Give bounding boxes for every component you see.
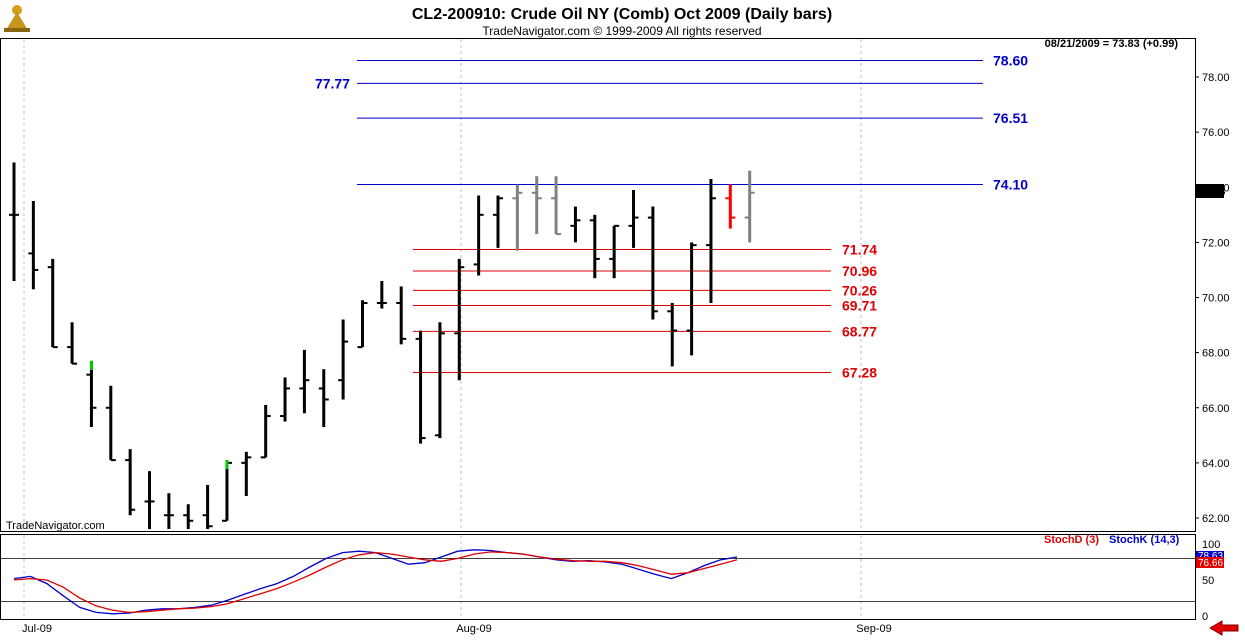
legend-stochd: StochD (3) bbox=[1044, 534, 1099, 546]
ohlc-bar bbox=[280, 377, 291, 422]
ohlc-bar bbox=[647, 206, 658, 320]
ohlc-bar bbox=[473, 195, 484, 276]
stochk-last-box bbox=[1196, 551, 1224, 560]
x-tick-label: Jul-09 bbox=[22, 623, 52, 635]
ohlc-bar bbox=[454, 258, 465, 381]
ohlc-bar bbox=[589, 214, 600, 279]
ohlc-bar bbox=[28, 201, 39, 290]
ohlc-bar bbox=[47, 258, 58, 349]
stoch-y-tick-label: 0 bbox=[1202, 611, 1208, 623]
red-level-label: 71.74 bbox=[842, 242, 877, 258]
red-level-label: 68.77 bbox=[842, 323, 877, 339]
copyright-text: TradeNavigator.com © 1999-2009 All right… bbox=[482, 24, 761, 38]
price-panel bbox=[0, 38, 1196, 532]
ohlc-bar bbox=[125, 449, 136, 516]
ohlc-bar bbox=[434, 322, 445, 439]
ohlc-bar bbox=[183, 504, 194, 530]
red-level-label: 69.71 bbox=[842, 297, 877, 313]
watermark-text: TradeNavigator.com bbox=[6, 520, 105, 532]
red-level-label: 70.96 bbox=[842, 263, 877, 279]
back-arrow-icon[interactable] bbox=[1206, 620, 1242, 636]
ohlc-bar bbox=[376, 280, 387, 309]
ohlc-bar bbox=[725, 184, 736, 229]
y-tick-label: 64.00 bbox=[1202, 458, 1230, 470]
ohlc-bar bbox=[163, 493, 174, 530]
ohlc-bar bbox=[202, 484, 213, 530]
ohlc-bar bbox=[318, 369, 329, 428]
ohlc-bar bbox=[512, 184, 523, 251]
ohlc-bar bbox=[299, 349, 310, 414]
stoch-y-tick-label: 100 bbox=[1202, 539, 1220, 551]
red-level-label: 67.28 bbox=[842, 364, 877, 380]
ohlc-bar bbox=[357, 300, 368, 349]
blue-level-label: 78.60 bbox=[993, 52, 1028, 68]
ohlc-bar bbox=[551, 176, 562, 236]
x-tick-label: Aug-09 bbox=[456, 623, 491, 635]
tradenavigator-logo-icon bbox=[4, 5, 30, 32]
ohlc-bar bbox=[396, 286, 407, 345]
blue-level-label: 74.10 bbox=[993, 176, 1028, 192]
y-tick-label: 78.00 bbox=[1202, 72, 1230, 84]
ohlc-bar bbox=[705, 178, 716, 304]
y-tick-label: 62.00 bbox=[1202, 513, 1230, 525]
stochd-last-box bbox=[1196, 557, 1224, 568]
ohlc-bar bbox=[628, 190, 639, 248]
y-tick-label: 66.00 bbox=[1202, 403, 1230, 415]
legend-stochk: StochK (14,3) bbox=[1109, 534, 1180, 546]
ohlc-bar bbox=[67, 322, 78, 365]
last-price-box bbox=[1196, 184, 1224, 198]
last-price-label: 73.83 bbox=[1198, 186, 1226, 198]
ohlc-bar bbox=[744, 170, 755, 243]
y-tick-label: 68.00 bbox=[1202, 348, 1230, 360]
ohlc-bar bbox=[338, 319, 349, 400]
ohlc-bar bbox=[105, 385, 116, 462]
ohlc-bar bbox=[260, 404, 271, 459]
stoch-y-tick-label: 50 bbox=[1202, 575, 1214, 587]
ohlc-bar bbox=[144, 471, 155, 530]
ohlc-bar bbox=[531, 176, 542, 235]
stochd-last-label: 76.66 bbox=[1198, 558, 1223, 569]
ohlc-bar bbox=[609, 224, 620, 279]
blue-level-label: 77.77 bbox=[315, 75, 350, 91]
stoch-panel bbox=[0, 534, 1196, 620]
red-level-label: 70.26 bbox=[842, 282, 877, 298]
last-quote-text: 08/21/2009 = 73.83 (+0.99) bbox=[1045, 38, 1179, 50]
stochd-line bbox=[13, 551, 738, 614]
y-tick-label: 72.00 bbox=[1202, 237, 1230, 249]
ohlc-bar bbox=[86, 360, 97, 428]
ohlc-bar bbox=[686, 242, 697, 356]
chart-title: CL2-200910: Crude Oil NY (Comb) Oct 2009… bbox=[412, 6, 832, 23]
ohlc-bar bbox=[241, 451, 252, 496]
y-tick-label: 70.00 bbox=[1202, 293, 1230, 305]
blue-level-label: 76.51 bbox=[993, 110, 1028, 126]
ohlc-bar bbox=[9, 162, 19, 281]
ohlc-bar bbox=[493, 195, 503, 248]
x-tick-label: Sep-09 bbox=[856, 623, 891, 635]
ohlc-bar bbox=[415, 330, 426, 444]
y-tick-label: 76.00 bbox=[1202, 127, 1230, 139]
stochk-last-label: 78.63 bbox=[1198, 551, 1223, 562]
ohlc-bar bbox=[667, 303, 678, 367]
ohlc-bar bbox=[570, 206, 581, 243]
